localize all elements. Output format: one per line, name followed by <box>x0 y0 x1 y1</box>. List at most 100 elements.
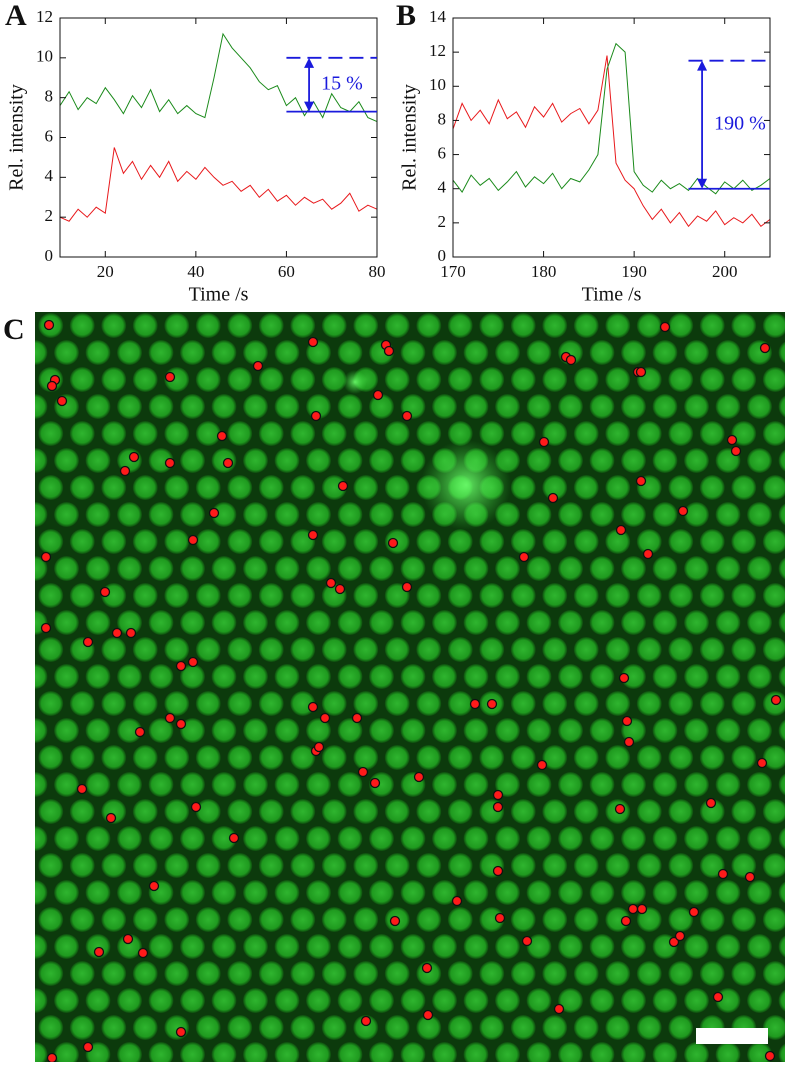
particle <box>319 712 331 724</box>
x-tick-label: 170 <box>440 262 466 281</box>
particle <box>618 672 630 684</box>
particle <box>744 871 756 883</box>
particle <box>351 712 363 724</box>
particle <box>56 395 68 407</box>
particle <box>137 947 149 959</box>
particle <box>46 380 58 392</box>
x-axis-label: Time /s <box>189 284 249 306</box>
particle <box>76 783 88 795</box>
particle <box>46 1052 58 1062</box>
x-tick-label: 200 <box>712 262 738 281</box>
particle <box>674 930 686 942</box>
scale-bar <box>696 1028 768 1044</box>
particle <box>175 660 187 672</box>
y-axis-label: Rel. intensity <box>6 84 28 191</box>
particle <box>128 451 140 463</box>
y-tick-label: 2 <box>438 212 447 231</box>
particle <box>642 548 654 560</box>
particle <box>360 1015 372 1027</box>
y-tick-label: 10 <box>429 75 446 94</box>
panel-label: C <box>3 313 25 346</box>
particle <box>99 586 111 598</box>
y-tick-label: 4 <box>45 166 54 185</box>
y-tick-label: 14 <box>429 7 447 26</box>
particle <box>125 627 137 639</box>
y-axis-label: Rel. intensity <box>399 84 421 191</box>
particle <box>105 812 117 824</box>
particle <box>40 622 52 634</box>
y-tick-label: 12 <box>429 41 446 60</box>
panel-label: A <box>5 0 27 32</box>
data-line <box>452 42 771 195</box>
particle <box>623 736 635 748</box>
y-tick-label: 6 <box>45 126 54 145</box>
y-tick-label: 6 <box>438 143 447 162</box>
particle <box>401 410 413 422</box>
y-tick-label: 4 <box>438 178 447 197</box>
particle <box>190 801 202 813</box>
particle <box>521 935 533 947</box>
particle <box>536 759 548 771</box>
particle <box>334 583 346 595</box>
particle <box>307 529 319 541</box>
particle <box>421 962 433 974</box>
particle <box>216 430 228 442</box>
particle <box>111 627 123 639</box>
particle <box>310 410 322 422</box>
particle <box>307 336 319 348</box>
y-tick-label: 10 <box>36 47 53 66</box>
particle <box>313 741 325 753</box>
particle <box>148 880 160 892</box>
particle <box>82 1041 94 1053</box>
particle <box>451 895 463 907</box>
particle <box>538 436 550 448</box>
particle <box>688 906 700 918</box>
particle <box>705 797 717 809</box>
particle <box>547 492 559 504</box>
particle <box>635 475 647 487</box>
particle <box>492 789 504 801</box>
particle <box>565 354 577 366</box>
particle <box>307 701 319 713</box>
particle <box>627 903 639 915</box>
arrow-head <box>697 60 708 71</box>
particle <box>387 537 399 549</box>
data-line <box>59 32 378 123</box>
x-tick-label: 20 <box>97 262 114 281</box>
particle <box>759 342 771 354</box>
particle <box>208 507 220 519</box>
particle <box>668 936 680 948</box>
particle <box>164 371 176 383</box>
y-tick-label: 0 <box>438 246 447 265</box>
particle <box>164 457 176 469</box>
particle <box>492 865 504 877</box>
particle <box>712 991 724 1003</box>
x-tick-label: 180 <box>531 262 557 281</box>
arrow-head <box>697 178 708 189</box>
particle <box>82 636 94 648</box>
microscopy-image <box>35 312 785 1062</box>
particle <box>764 1050 776 1062</box>
bright-cluster <box>421 440 511 530</box>
particle <box>620 915 632 927</box>
arrow-head <box>304 101 315 112</box>
y-tick-label: 8 <box>45 87 54 106</box>
particle <box>164 712 176 724</box>
particle <box>187 534 199 546</box>
particle <box>337 480 349 492</box>
particle <box>93 946 105 958</box>
well-array <box>35 312 785 1062</box>
particle <box>730 445 742 457</box>
bright-spot <box>343 370 367 394</box>
particle <box>325 577 337 589</box>
plot-frame <box>452 17 771 258</box>
particle <box>614 803 626 815</box>
particle <box>635 366 647 378</box>
particle <box>175 1026 187 1038</box>
particle <box>659 321 671 333</box>
x-tick-label: 60 <box>278 262 295 281</box>
y-tick-label: 8 <box>438 109 447 128</box>
particle <box>252 360 264 372</box>
particle <box>187 656 199 668</box>
